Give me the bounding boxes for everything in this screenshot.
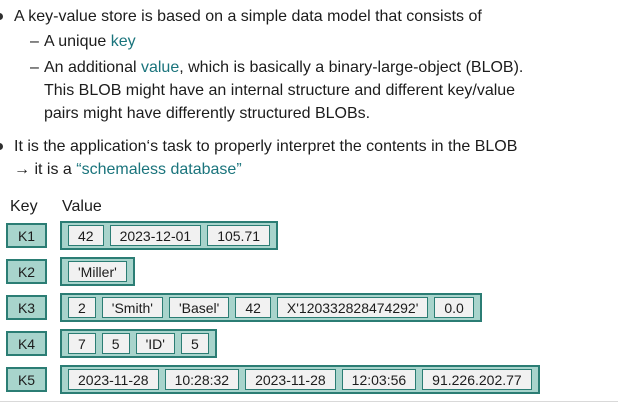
value-blob-box: 7 5 'ID' 5 bbox=[60, 329, 217, 358]
table-row: K2 'Miller' bbox=[6, 257, 540, 286]
value-item: 'ID' bbox=[135, 333, 175, 354]
sub-bullet-value-line2: This BLOB might have an internal structu… bbox=[44, 82, 516, 99]
table-row: K3 2 'Smith' 'Basel' 42 X'120332828474292' 0.0 bbox=[6, 293, 540, 322]
table-row: K4 7 5 'ID' 5 bbox=[6, 329, 540, 358]
sub1-pre: A unique bbox=[44, 33, 111, 50]
value-blob-box: 2023-11-28 10:28:32 2023-11-28 12:03:56 91.2… bbox=[60, 365, 540, 394]
sub2-line1-post: , which is basically a binary-large-obje… bbox=[179, 59, 524, 76]
bullet2-line1: It is the application‘s task to properly… bbox=[14, 138, 518, 155]
schemaless-database-highlight: “schemaless database” bbox=[76, 161, 242, 178]
sub2-highlight-value: value bbox=[140, 59, 180, 76]
dash-icon: – bbox=[30, 33, 39, 50]
value-item: X'120332828474292' bbox=[276, 297, 429, 318]
value-item: 'Miller' bbox=[68, 261, 127, 282]
value-item: 5 bbox=[101, 333, 130, 354]
value-blob-box: 'Miller' bbox=[60, 257, 135, 286]
key-box: K5 bbox=[6, 367, 47, 392]
bullet2-line2: → it is a “schemaless database” bbox=[14, 159, 242, 180]
value-blob-box: 42 2023-12-01 105.71 bbox=[60, 221, 279, 250]
bullet2-line2-pre: → it is a bbox=[14, 161, 77, 178]
value-item: 'Smith' bbox=[101, 297, 163, 318]
table-row: K1 42 2023-12-01 105.71 bbox=[6, 221, 540, 250]
sub-bullet-value-line3: pairs might have differently structured … bbox=[44, 105, 371, 122]
value-item: 42 bbox=[235, 297, 271, 318]
value-item: 2023-11-28 bbox=[245, 369, 336, 390]
sub-bullet-value-line1: – An additional value, which is basically… bbox=[30, 57, 523, 78]
sub2-line1-pre: An additional bbox=[44, 59, 141, 76]
table-row: K5 2023-11-28 10:28:32 2023-11-28 12:03:56 91… bbox=[6, 365, 540, 394]
value-item: 42 bbox=[68, 225, 104, 246]
key-box: K1 bbox=[6, 223, 47, 248]
key-column-header: Key bbox=[10, 198, 38, 215]
value-item: 5 bbox=[180, 333, 209, 354]
value-column-header: Value bbox=[62, 198, 102, 215]
key-box: K4 bbox=[6, 331, 47, 356]
value-item: 2 bbox=[68, 297, 96, 318]
value-item: 7 bbox=[68, 333, 96, 354]
value-item: 0.0 bbox=[434, 297, 474, 318]
dash-icon: – bbox=[30, 59, 39, 76]
value-item: 10:28:32 bbox=[164, 369, 240, 390]
value-item: 2023-11-28 bbox=[68, 369, 159, 390]
key-box: K3 bbox=[6, 295, 47, 320]
value-blob-box: 2 'Smith' 'Basel' 42 X'120332828474292' 0.0 bbox=[60, 293, 482, 322]
key-value-table: K1 42 2023-12-01 105.71 K2 'Miller' K3 2 'Smith'… bbox=[6, 221, 540, 401]
bullet-icon bbox=[0, 143, 3, 150]
bottom-divider bbox=[0, 401, 618, 402]
value-item: 105.71 bbox=[207, 225, 271, 246]
value-item: 'Basel' bbox=[168, 297, 230, 318]
sub-bullet-key: – A unique key bbox=[30, 31, 136, 52]
bullet-icon bbox=[0, 13, 3, 20]
key-box: K2 bbox=[6, 259, 47, 284]
sub1-highlight-key: key bbox=[110, 33, 136, 50]
value-item: 2023-12-01 bbox=[109, 225, 202, 246]
bullet1-text: A key-value store is based on a simple d… bbox=[14, 8, 482, 25]
value-item: 12:03:56 bbox=[341, 369, 417, 390]
value-item: 91.226.202.77 bbox=[422, 369, 532, 390]
